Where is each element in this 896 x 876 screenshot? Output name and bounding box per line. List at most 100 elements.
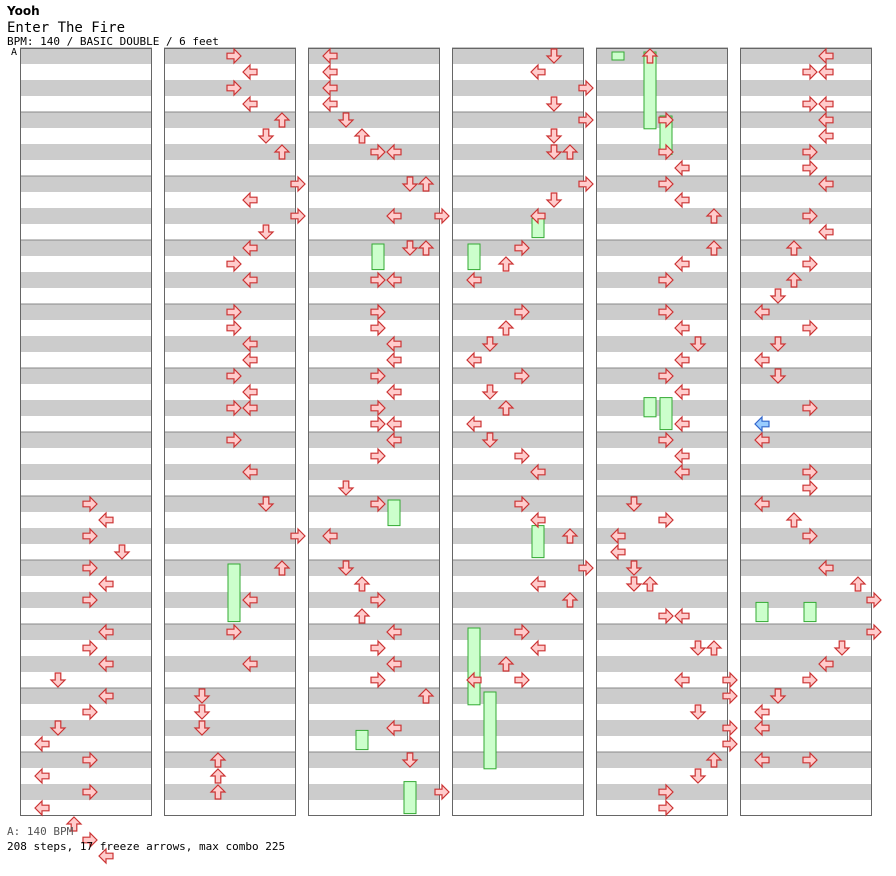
step-arrow-down — [545, 192, 563, 208]
step-arrow-down — [337, 112, 355, 128]
step-arrow-right — [866, 623, 882, 641]
beat-stripe — [20, 352, 152, 368]
beat-stripe — [452, 416, 584, 432]
beat-stripe — [308, 608, 440, 624]
beat-stripe — [20, 336, 152, 352]
step-arrow-up — [561, 144, 579, 160]
beat-stripe — [452, 560, 584, 576]
beat-stripe — [20, 80, 152, 96]
beat-stripe — [20, 576, 152, 592]
step-arrow-left — [242, 271, 258, 289]
beat-stripe — [596, 336, 728, 352]
step-arrow-left — [754, 351, 770, 369]
step-arrow-left — [34, 767, 50, 785]
beat-stripe — [20, 304, 152, 320]
step-arrow-right — [226, 399, 242, 417]
beat-stripe — [452, 784, 584, 800]
step-arrow-right — [370, 591, 386, 609]
step-arrow-right — [82, 527, 98, 545]
beat-stripe — [20, 448, 152, 464]
step-arrow-right — [290, 175, 306, 193]
beat-stripe — [164, 704, 296, 720]
beat-stripe — [740, 656, 872, 672]
step-arrow-down — [337, 480, 355, 496]
step-arrow-left — [674, 351, 690, 369]
beat-stripe — [452, 576, 584, 592]
beat-stripe — [452, 128, 584, 144]
artist-name: Yooh — [7, 4, 40, 18]
step-arrow-up — [641, 576, 659, 592]
beat-stripe — [20, 608, 152, 624]
step-arrow-left — [242, 351, 258, 369]
beat-stripe — [308, 160, 440, 176]
step-arrow-right — [226, 255, 242, 273]
beat-stripe — [308, 528, 440, 544]
step-arrow-right — [82, 559, 98, 577]
step-arrow-right — [370, 303, 386, 321]
beat-stripe — [740, 576, 872, 592]
beat-stripe — [164, 208, 296, 224]
step-arrow-right — [514, 671, 530, 689]
bpm-marker: A — [11, 47, 18, 58]
beat-stripe — [164, 128, 296, 144]
step-arrow-left — [98, 655, 114, 673]
step-arrow-right — [434, 207, 450, 225]
step-arrow-right — [802, 671, 818, 689]
beat-stripe — [308, 80, 440, 96]
beat-stripe — [740, 720, 872, 736]
step-arrow-left — [674, 159, 690, 177]
beat-stripe — [452, 224, 584, 240]
step-arrow-left — [818, 111, 834, 129]
step-arrow-down — [401, 176, 419, 192]
beat-stripe — [740, 240, 872, 256]
step-arrow-right — [226, 623, 242, 641]
beat-stripe — [740, 80, 872, 96]
beat-stripe — [308, 192, 440, 208]
step-arrow-down — [769, 368, 787, 384]
beat-stripe — [20, 432, 152, 448]
step-arrow-up — [353, 128, 371, 144]
beat-stripe — [452, 272, 584, 288]
step-arrow-down — [481, 432, 499, 448]
step-arrow-right — [370, 399, 386, 417]
step-arrow-right — [658, 175, 674, 193]
step-arrow-down — [833, 640, 851, 656]
step-arrow-left — [610, 543, 626, 561]
beat-stripe — [452, 656, 584, 672]
step-arrow-down — [689, 336, 707, 352]
beat-stripe — [596, 560, 728, 576]
step-arrow-left — [610, 527, 626, 545]
beat-stripe — [164, 272, 296, 288]
beat-stripe — [452, 640, 584, 656]
song-title: Enter The Fire — [7, 20, 126, 36]
beat-stripe — [308, 768, 440, 784]
step-arrow-right — [658, 303, 674, 321]
step-arrow-left — [242, 191, 258, 209]
beat-stripe — [596, 720, 728, 736]
beat-stripe — [308, 704, 440, 720]
column-border — [740, 48, 872, 816]
step-arrow-up — [705, 240, 723, 256]
beat-stripe — [740, 432, 872, 448]
beat-stripe — [164, 64, 296, 80]
beat-stripe — [20, 736, 152, 752]
step-arrow-right — [370, 143, 386, 161]
step-arrow-left — [322, 63, 338, 81]
beat-stripe — [308, 208, 440, 224]
step-arrow-left — [818, 127, 834, 145]
beat-stripe — [596, 464, 728, 480]
beat-stripe — [452, 352, 584, 368]
beat-stripe — [20, 144, 152, 160]
step-arrow-right — [226, 431, 242, 449]
beat-stripe — [308, 576, 440, 592]
beat-stripe — [452, 800, 584, 816]
beat-stripe — [20, 320, 152, 336]
step-arrow-up — [561, 592, 579, 608]
step-arrow-left — [98, 623, 114, 641]
freeze-arrow — [483, 691, 497, 770]
step-arrow-right — [658, 111, 674, 129]
beat-stripe — [452, 320, 584, 336]
step-arrow-left — [98, 847, 114, 865]
beat-stripe — [596, 688, 728, 704]
step-arrow-down — [193, 704, 211, 720]
